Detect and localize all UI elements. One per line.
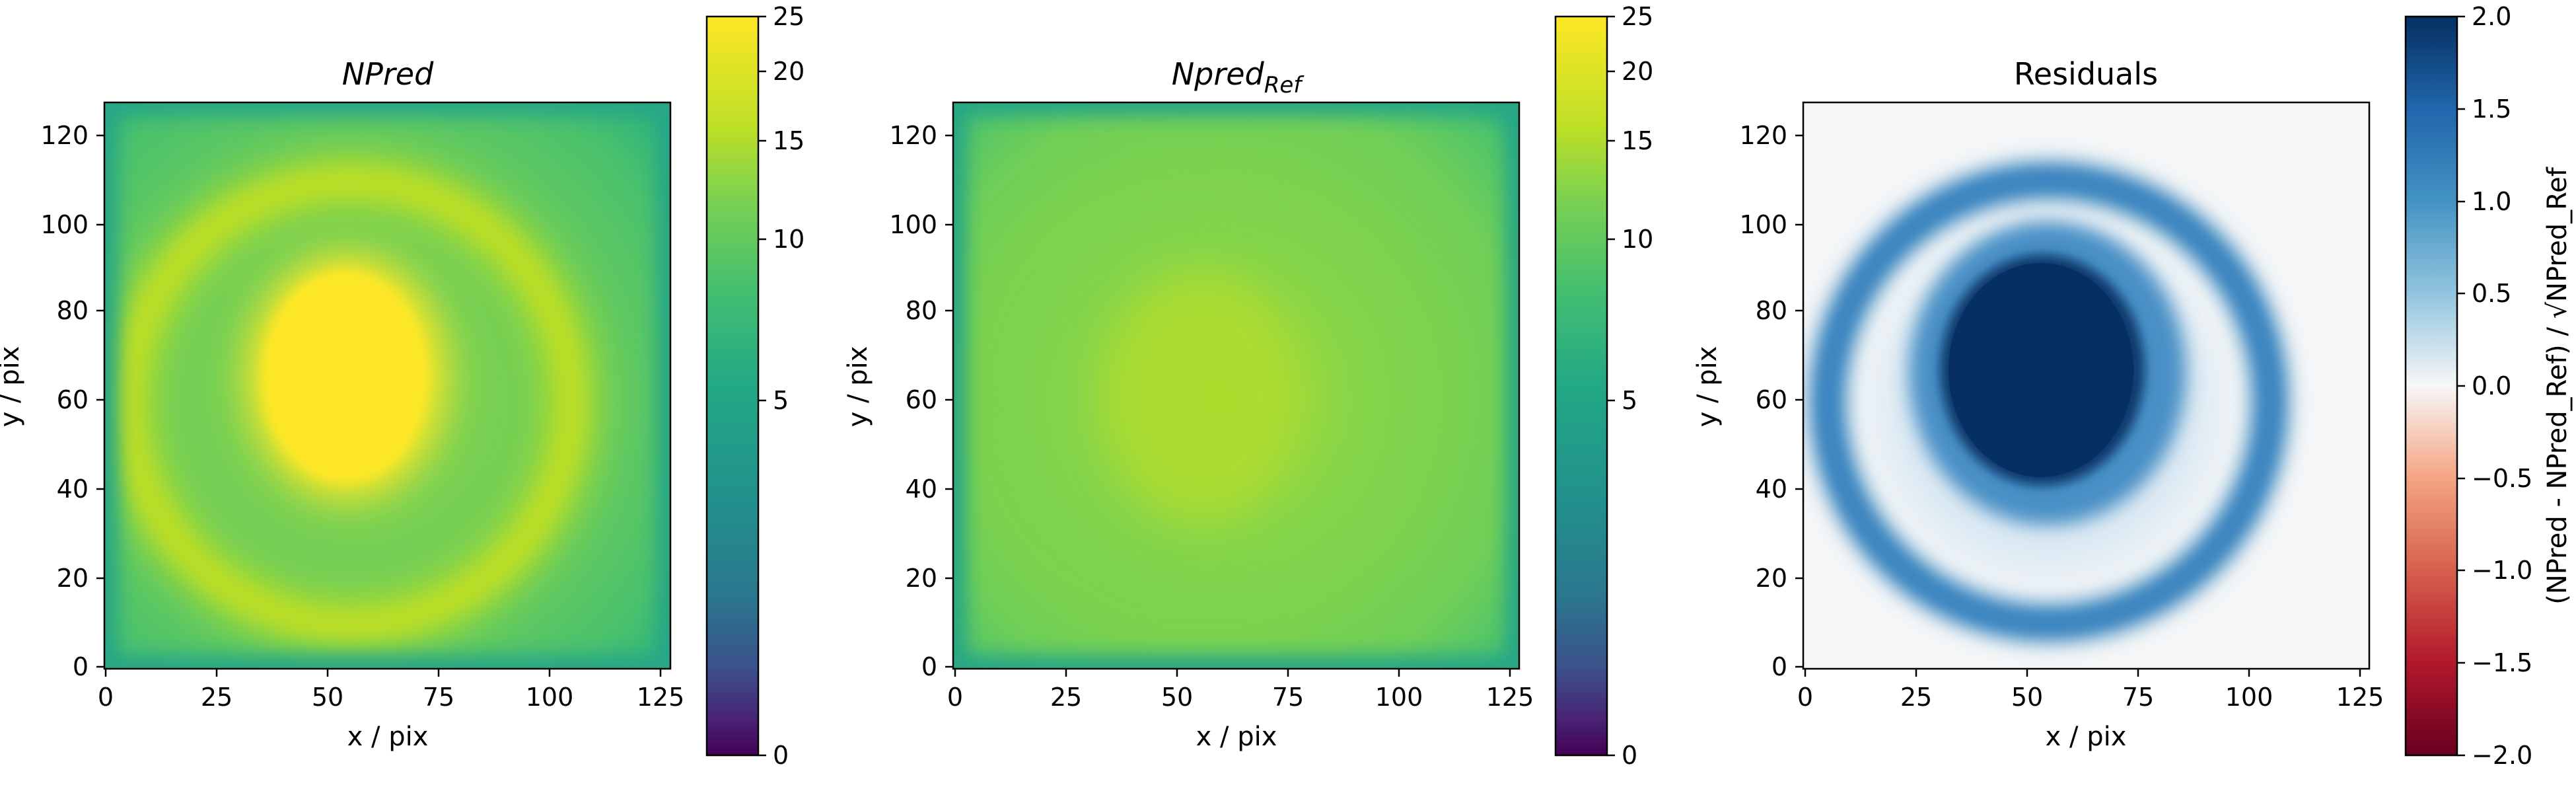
x-tick-label: 0: [98, 683, 114, 712]
x-tick-label: 75: [2122, 683, 2154, 712]
y-tick-label: 100: [1739, 210, 1787, 239]
x-axis-label: x / pix: [347, 722, 429, 752]
colorbar-tick-label: 15: [773, 126, 805, 155]
colorbar-tick-label: 20: [773, 57, 805, 86]
colorbar-tick-label: −2.0: [2472, 741, 2532, 770]
colorbar-tick-label: 0.0: [2472, 371, 2511, 400]
x-tick-label: 125: [2336, 683, 2384, 712]
colorbar-npred-ref: 0 5 10 15 20 25: [1554, 2, 1653, 770]
colorbar-tick-label: 5: [773, 386, 789, 415]
x-tick-label: 100: [1375, 683, 1423, 712]
x-tick-label: 25: [1050, 683, 1082, 712]
colorbar-residuals: 2.0 1.5 1.0 0.5 0.0 −0.5 −1.0 −1.5 −2.0 …: [2404, 2, 2573, 770]
y-ticks: [96, 134, 104, 668]
y-tick-label: 0: [73, 652, 89, 681]
y-tick-label: 80: [57, 296, 89, 325]
heatmap-residuals: [1803, 102, 2369, 669]
y-tick-label: 40: [1756, 474, 1787, 504]
colorbar-tick-label: 0: [773, 741, 789, 770]
colorbar-npred: 0 5 10 15 20 25: [705, 2, 805, 770]
colorbar-tick-label: 25: [1622, 2, 1653, 31]
colorbar-tick-label: −1.0: [2472, 556, 2532, 585]
x-tick-label: 0: [947, 683, 963, 712]
colorbar-tick-label: 1.0: [2472, 187, 2511, 216]
colorbar-tick-label: 0: [1622, 741, 1637, 770]
axes-frame: [1802, 101, 2371, 670]
heatmap-npred-ref: [953, 102, 1519, 669]
colorbar-tick-label: 15: [1622, 126, 1653, 155]
y-ticks: [1795, 134, 1803, 668]
y-tick-label: 100: [40, 210, 89, 239]
colorbar-label: (NPred - NPred_Ref) / √NPred_Ref: [2542, 167, 2573, 604]
panel-residuals: 0 25 50 75 100 125 0 20 40 60 80 100 120…: [1692, 2, 2573, 770]
x-tick-label: 50: [312, 683, 343, 712]
y-tick-label: 120: [1739, 121, 1787, 150]
x-tick-label: 100: [2225, 683, 2273, 712]
x-tick-label: 50: [1161, 683, 1193, 712]
chart-title: NpredRef: [1172, 56, 1305, 98]
x-tick-label: 0: [1797, 683, 1813, 712]
y-tick-label: 0: [921, 652, 937, 681]
x-tick-label: 25: [1900, 683, 1932, 712]
colorbar-tick-label: 10: [1622, 225, 1653, 254]
y-tick-label: 20: [57, 564, 89, 593]
chart-title: Residuals: [2014, 56, 2158, 92]
y-tick-label: 60: [906, 385, 937, 414]
y-tick-label: 40: [57, 474, 89, 504]
y-tick-label: 20: [906, 564, 937, 593]
y-tick-label: 80: [1756, 296, 1787, 325]
y-tick-label: 60: [57, 385, 89, 414]
colorbar-tick-label: −1.5: [2472, 648, 2532, 677]
chart-title: NPred: [342, 56, 434, 92]
y-tick-label: 60: [1756, 385, 1787, 414]
axes-frame: [952, 101, 1521, 670]
x-tick-label: 100: [526, 683, 574, 712]
y-tick-label: 120: [889, 121, 937, 150]
y-tick-label: 0: [1771, 652, 1787, 681]
x-ticks: [104, 669, 662, 677]
x-axis-label: x / pix: [1196, 722, 1277, 752]
x-ticks: [954, 669, 1511, 677]
x-tick-label: 125: [1486, 683, 1534, 712]
y-axis-label: y / pix: [1692, 346, 1723, 428]
colorbar-tick-label: 1.5: [2472, 94, 2511, 124]
colorbar-tick-label: 20: [1622, 57, 1653, 86]
colorbar-tick-label: 25: [773, 2, 805, 31]
x-tick-label: 75: [423, 683, 454, 712]
x-tick-label: 50: [2011, 683, 2043, 712]
y-ticks: [945, 134, 953, 668]
axes-frame: [103, 101, 672, 670]
x-axis-label: x / pix: [2046, 722, 2127, 752]
colorbar-tick-label: 10: [773, 225, 805, 254]
y-axis-label: y / pix: [0, 346, 25, 428]
panel-npred: 0 25 50 75 100 125 0 20 40 60 80 100 120…: [0, 2, 805, 770]
colorbar-tick-label: 5: [1622, 386, 1637, 415]
colorbar-tick-label: 2.0: [2472, 2, 2511, 31]
x-tick-label: 25: [201, 683, 233, 712]
y-tick-label: 100: [889, 210, 937, 239]
colorbar-tick-label: 0.5: [2472, 279, 2511, 308]
x-tick-label: 125: [637, 683, 685, 712]
y-axis-label: y / pix: [843, 346, 873, 428]
heatmap-npred: [104, 102, 670, 669]
x-ticks: [1804, 669, 2361, 677]
y-tick-label: 120: [40, 121, 89, 150]
panel-npred-ref: 0 25 50 75 100 125 0 20 40 60 80 100 120…: [843, 2, 1653, 770]
y-tick-label: 20: [1756, 564, 1787, 593]
y-tick-label: 80: [906, 296, 937, 325]
y-tick-label: 40: [906, 474, 937, 504]
x-tick-label: 75: [1272, 683, 1304, 712]
colorbar-tick-label: −0.5: [2472, 464, 2532, 493]
